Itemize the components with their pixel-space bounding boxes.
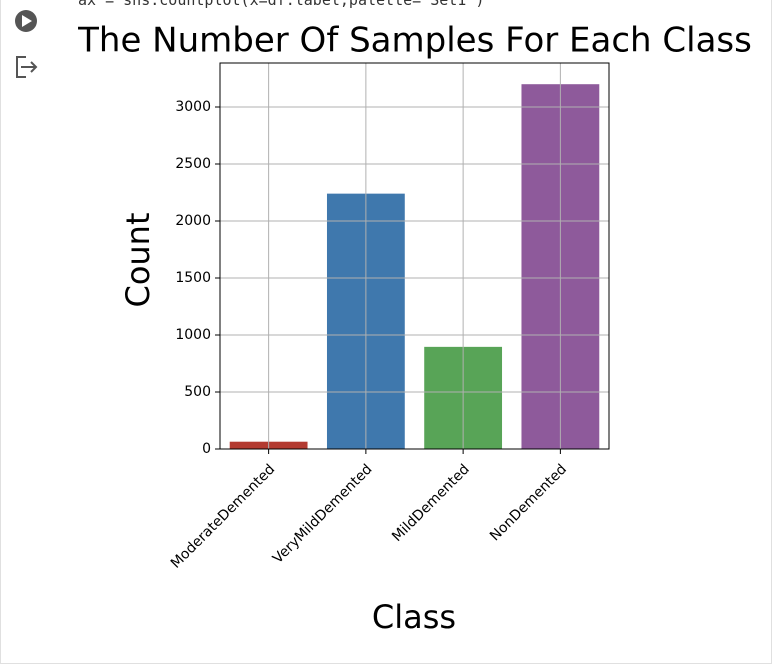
y-axis-label: Count bbox=[119, 212, 157, 307]
y-tick-label: 500 bbox=[184, 384, 211, 400]
x-tick-label: MildDemented bbox=[389, 461, 473, 545]
output-icon[interactable] bbox=[16, 56, 38, 78]
axes-frame bbox=[219, 62, 610, 450]
y-tick-label: 0 bbox=[202, 441, 211, 457]
x-tick-label: ModerateDemented bbox=[168, 461, 278, 571]
x-axis-label: Class bbox=[372, 598, 456, 636]
x-tick-label: VeryMildDemented bbox=[270, 461, 376, 567]
run-button[interactable] bbox=[15, 10, 37, 32]
chart-title: The Number Of Samples For Each Class bbox=[77, 21, 752, 61]
y-tick-label: 1000 bbox=[175, 327, 211, 343]
x-tick-label: NonDemented bbox=[487, 461, 570, 544]
y-tick-label: 3000 bbox=[175, 99, 211, 115]
y-tick-label: 2000 bbox=[175, 213, 211, 229]
code-line[interactable]: ax = sns.countplot(x=df.label,palette='S… bbox=[78, 0, 485, 9]
y-tick-label: 2500 bbox=[175, 156, 211, 172]
y-tick-label: 1500 bbox=[175, 270, 211, 286]
